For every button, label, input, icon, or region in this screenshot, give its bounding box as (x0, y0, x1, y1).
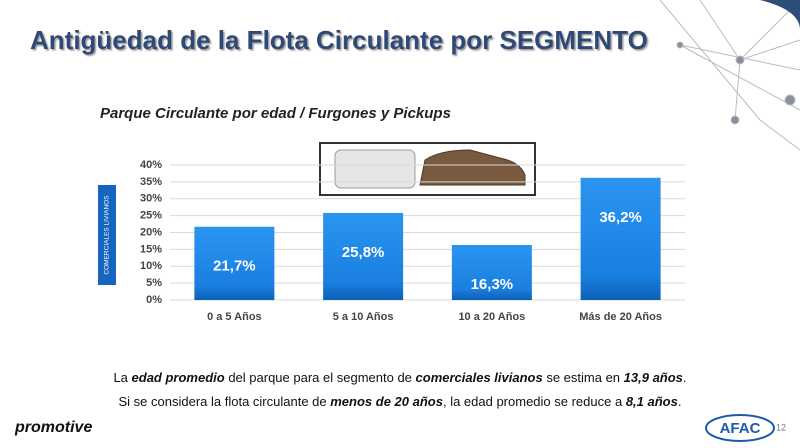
note-text: Si se considera la flota circulante de (118, 394, 331, 409)
logo: AFAC (720, 420, 761, 437)
note-emphasis: comerciales livianos (415, 370, 543, 385)
y-tick-label: 25% (140, 210, 162, 222)
x-tick-label: 5 a 10 Años (333, 311, 394, 323)
note-text: La (113, 370, 132, 385)
y-tick-label: 15% (140, 243, 162, 255)
value-label: 21,7% (213, 258, 256, 275)
note-text: . (682, 370, 687, 385)
bar (580, 177, 661, 300)
y-tick-label: 30% (140, 193, 162, 205)
note-text: del parque para el segmento de (224, 370, 416, 385)
note: La edad promedio del parque para el segm… (0, 370, 800, 385)
y-tick-label: 20% (140, 226, 162, 238)
value-label: 25,8% (342, 244, 385, 261)
note-text: , la edad promedio se reduce a (442, 394, 626, 409)
x-tick-label: 10 a 20 Años (458, 311, 525, 323)
note-emphasis: edad promedio (131, 370, 225, 385)
x-tick-label: 0 a 5 Años (207, 311, 262, 323)
y-tick-label: 0% (146, 294, 162, 306)
bar (451, 244, 532, 300)
page-number: 12 (776, 422, 786, 432)
y-tick-label: 35% (140, 176, 162, 188)
note-text: . (677, 394, 682, 409)
note: Si se considera la flota circulante de m… (0, 394, 800, 409)
y-tick-label: 40% (140, 159, 162, 171)
note-emphasis: menos de 20 años (330, 394, 443, 409)
value-label: 36,2% (599, 209, 642, 226)
logo-ring (705, 414, 775, 442)
chart-title: Parque Circulante por edad / Furgones y … (100, 105, 451, 122)
y-axis-label: COMERCIALES LIVIANOS (104, 195, 111, 275)
note-emphasis: 8,1 años (625, 394, 678, 409)
y-tick-label: 5% (146, 277, 162, 289)
value-label: 16,3% (471, 276, 514, 293)
y-label-box (98, 185, 116, 285)
note-emphasis: 13,9 años (623, 370, 683, 385)
footer: promotive AFAC 12 (14, 414, 786, 442)
network-decoration (659, 0, 800, 151)
bar (323, 212, 404, 300)
slide-title: Antigüedad de la Flota Circulante por SE… (30, 25, 648, 55)
brand: promotive (14, 419, 92, 436)
bar (194, 226, 275, 300)
vehicle-photo (319, 142, 536, 196)
note-text: se estima en (542, 370, 624, 385)
x-tick-label: Más de 20 Años (579, 311, 662, 323)
y-tick-label: 10% (140, 260, 162, 272)
